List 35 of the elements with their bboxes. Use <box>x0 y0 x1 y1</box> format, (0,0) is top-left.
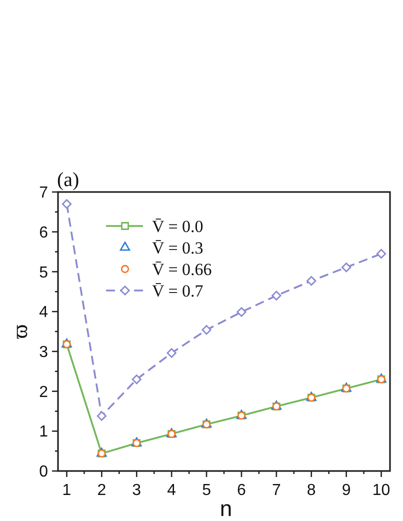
point <box>96 411 107 421</box>
x-tick-label: 7 <box>272 482 281 499</box>
y-tick-label: 6 <box>39 224 48 242</box>
point <box>376 248 386 259</box>
x-tick-label: 9 <box>342 482 351 499</box>
x-tick-label: 10 <box>372 482 390 499</box>
y-tick-label: 4 <box>39 304 48 322</box>
x-tick-label: 8 <box>306 482 316 499</box>
legend-label: V̄ = 0.0 <box>152 216 204 236</box>
y-axis-title: ϖ <box>7 324 32 339</box>
legend-label: V̄ = 0.66 <box>152 260 212 279</box>
x-tick-label: 3 <box>132 482 142 499</box>
y-tick-label: 0 <box>39 464 48 481</box>
y-tick-label: 5 <box>39 264 48 282</box>
point <box>341 262 352 272</box>
y-tick-label: 3 <box>39 344 48 362</box>
legend-label: V̄ = 0.3 <box>152 238 204 258</box>
point <box>166 348 176 358</box>
point <box>62 199 72 209</box>
chart-title: (a) <box>57 169 80 191</box>
y-tick-label: 1 <box>39 424 48 441</box>
y-tick-label: 7 <box>39 184 48 202</box>
y-tick-label: 2 <box>39 384 48 401</box>
x-tick-label: 5 <box>202 482 212 499</box>
x-tick-label: 1 <box>62 482 72 499</box>
point <box>306 276 316 286</box>
x-tick-label: 2 <box>97 482 106 499</box>
legend-label: V̄ = 0.7 <box>152 281 204 300</box>
point <box>272 290 282 300</box>
point <box>236 307 246 317</box>
x-tick-label: 6 <box>237 482 246 499</box>
x-tick-label: 4 <box>167 482 176 499</box>
point <box>132 374 142 384</box>
point <box>202 325 212 335</box>
x-axis-title: n <box>220 496 232 521</box>
